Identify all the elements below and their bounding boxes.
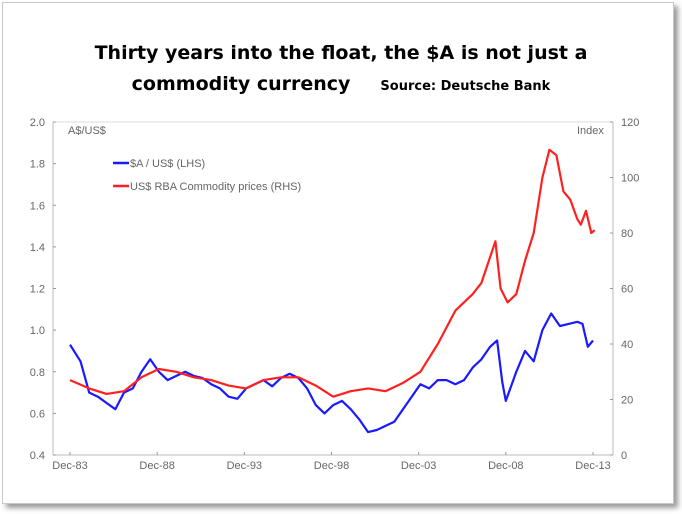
- x-tick-label: Dec-83: [52, 460, 87, 472]
- left-tick-label: 1.8: [30, 159, 45, 171]
- x-tick-label: Dec-13: [575, 460, 610, 472]
- left-tick-label: 1.0: [30, 325, 45, 337]
- right-axis-label: Index: [577, 125, 604, 137]
- left-tick-label: 0.6: [30, 408, 45, 420]
- slide: [2, 2, 674, 504]
- x-tick-label: Dec-98: [314, 460, 349, 472]
- legend-label-aud: $A / US$ (LHS): [130, 158, 205, 170]
- right-tick-label: 40: [621, 339, 633, 351]
- right-tick-label: 60: [621, 284, 633, 296]
- source-note: Source: Deutsche Bank: [380, 79, 551, 94]
- left-tick-label: 1.6: [30, 200, 45, 212]
- left-tick-label: 2.0: [30, 117, 45, 129]
- x-tick-label: Dec-03: [401, 460, 436, 472]
- left-tick-label: 1.2: [30, 284, 45, 296]
- title-line-1: Thirty years into the float, the $A is n…: [94, 42, 588, 64]
- series-line-aud-usd: [69, 312, 594, 434]
- slide-title: Thirty years into the float, the $A is n…: [0, 38, 682, 102]
- left-tick-label: 0.8: [30, 367, 45, 379]
- left-axis-label: A$/US$: [68, 125, 106, 137]
- right-tick-label: 80: [621, 228, 633, 240]
- left-tick-label: 1.4: [30, 242, 45, 254]
- x-tick-label: Dec-93: [227, 460, 262, 472]
- left-tick-label: 0.4: [30, 450, 45, 462]
- right-tick-label: 100: [621, 173, 639, 185]
- legend-label-commodity: US$ RBA Commodity prices (RHS): [130, 181, 301, 193]
- title-line-2: commodity currency: [131, 73, 351, 95]
- right-tick-label: 20: [621, 395, 633, 407]
- x-tick-label: Dec-08: [488, 460, 523, 472]
- x-tick-label: Dec-88: [139, 460, 174, 472]
- series-line-commodity-prices: [69, 148, 596, 398]
- right-tick-label: 0: [621, 450, 627, 462]
- right-tick-label: 120: [621, 117, 639, 129]
